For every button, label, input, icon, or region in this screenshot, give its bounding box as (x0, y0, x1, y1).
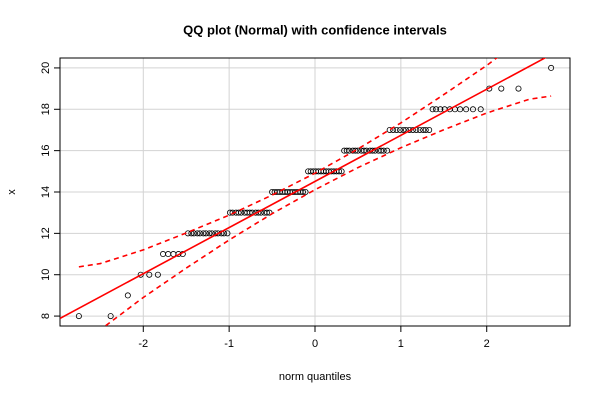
point (266, 209, 273, 216)
x-tick-label: -1 (224, 338, 234, 350)
point (200, 230, 207, 237)
point (343, 147, 350, 154)
y-tick-label: 10 (40, 269, 52, 281)
point (384, 147, 391, 154)
x-tick-label: 2 (484, 338, 490, 350)
y-tick-label: 18 (40, 103, 52, 115)
point (190, 230, 197, 237)
point (263, 209, 270, 216)
y-tick-label: 14 (40, 186, 52, 198)
point (299, 188, 306, 195)
point (246, 209, 253, 216)
point (352, 147, 359, 154)
confidence-band-upper (78, 58, 498, 268)
point (378, 147, 385, 154)
point (498, 85, 505, 92)
point (416, 126, 423, 133)
point (386, 126, 393, 133)
point (194, 230, 201, 237)
point (165, 251, 172, 258)
reference-line (60, 58, 547, 320)
point (437, 106, 444, 113)
point (433, 106, 440, 113)
point (457, 106, 464, 113)
point (369, 147, 376, 154)
point (463, 106, 470, 113)
point (422, 126, 429, 133)
point (346, 147, 353, 154)
point (202, 230, 209, 237)
y-tick-label: 12 (40, 227, 52, 239)
point (160, 251, 167, 258)
x-tick-label: -2 (138, 338, 148, 350)
point (469, 106, 476, 113)
point (214, 230, 221, 237)
point (426, 126, 433, 133)
plot-frame (59, 57, 571, 327)
point (360, 147, 367, 154)
x-tick-label: 1 (398, 338, 404, 350)
y-tick-label: 20 (40, 62, 52, 74)
point (75, 313, 82, 320)
y-axis-label: x (6, 189, 18, 195)
point (429, 106, 436, 113)
plot-area (60, 58, 555, 326)
point (137, 271, 144, 278)
confidence-band-lower (103, 95, 552, 326)
point (338, 168, 345, 175)
x-tick-label: 0 (312, 338, 318, 350)
point (146, 271, 153, 278)
point (107, 313, 114, 320)
point (393, 126, 400, 133)
point (477, 106, 484, 113)
point (224, 230, 231, 237)
y-tick-label: 8 (40, 313, 52, 319)
point (124, 292, 131, 299)
point (196, 230, 203, 237)
point (515, 85, 522, 92)
y-tick-label: 16 (40, 145, 52, 157)
chart-title: QQ plot (Normal) with confidence interva… (183, 22, 447, 37)
point (154, 271, 161, 278)
point (380, 147, 387, 154)
point (400, 126, 407, 133)
point (302, 188, 309, 195)
x-axis-label: norm quantiles (279, 371, 352, 383)
point (206, 230, 213, 237)
point (396, 126, 403, 133)
point (420, 126, 427, 133)
point (548, 64, 555, 71)
